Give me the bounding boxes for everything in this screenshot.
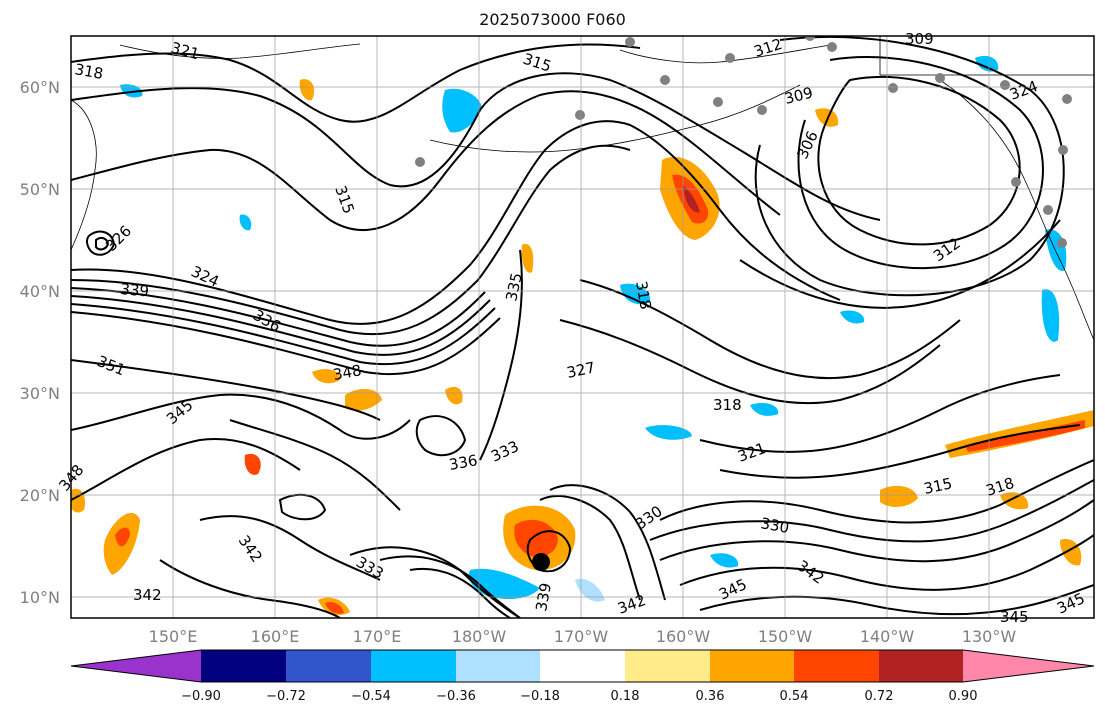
lat-label: 10°N	[20, 588, 60, 607]
lat-labels: 60°N 50°N 40°N 30°N 20°N 10°N	[20, 78, 60, 607]
contour-label: 339	[120, 280, 150, 300]
lon-label: 150°E	[149, 627, 198, 646]
colorbar-segment	[201, 650, 286, 682]
storm-center-marker	[532, 553, 550, 571]
patch-blue-35n	[840, 310, 865, 324]
contour-label: 315	[922, 474, 954, 498]
lon-label: 160°W	[656, 627, 711, 646]
lon-labels: 150°E 160°E 170°E 180°W 170°W 160°W 150°…	[149, 627, 1017, 646]
lon-label: 160°E	[251, 627, 300, 646]
contour-lines	[71, 36, 1094, 618]
lon-label: 150°W	[758, 627, 813, 646]
patch-lightblue-typhoon	[575, 578, 605, 602]
patch-blue-coast-2	[1041, 289, 1060, 342]
contour-label: 327	[565, 358, 597, 382]
colorbar-segment	[710, 650, 794, 682]
coastlines	[71, 36, 1094, 341]
colorbar-segment	[540, 650, 625, 682]
patch-orange-24n	[244, 453, 261, 475]
patch-red-west-1	[115, 527, 130, 547]
patch-orange-33n	[312, 369, 341, 384]
patch-orange-40n-jet	[521, 243, 534, 273]
colorbar-tick-label: 0.90	[949, 689, 978, 704]
lat-label: 40°N	[20, 282, 60, 301]
gridlines	[71, 36, 1094, 618]
colorbar-tick-label: −0.36	[436, 689, 476, 704]
patch-blue-10n	[710, 553, 739, 568]
patch-blue-west-45n	[239, 214, 252, 231]
colorbar-outline	[70, 649, 1095, 683]
patch-blue-alaska-1	[442, 88, 482, 133]
lon-label: 130°W	[962, 627, 1017, 646]
lon-label: 180°W	[452, 627, 507, 646]
lon-label: 170°E	[353, 627, 402, 646]
colorbar-tick-label: −0.72	[266, 689, 306, 704]
colorbar: −0.90 −0.72 −0.54 −0.36 −0.18 0.18 0.36 …	[70, 649, 1095, 704]
patch-blue-alaska-2	[975, 55, 999, 72]
colorbar-segment	[371, 650, 456, 682]
colorbar-extend-low	[71, 650, 201, 682]
contour-label: 318	[713, 396, 742, 414]
contour-label: 309	[905, 30, 934, 48]
patch-orange-30n	[345, 388, 382, 411]
colorbar-tick-label: 0.54	[780, 689, 809, 704]
contour-label: 318	[73, 60, 104, 83]
patch-blue-alaska-3	[299, 79, 315, 101]
colorbar-segment	[794, 650, 879, 682]
patch-blue-west-63n	[120, 84, 143, 98]
colorbar-tick-label: −0.90	[181, 689, 221, 704]
contour-label: 318	[632, 280, 655, 311]
contour-label: 336	[448, 451, 479, 474]
patch-orange-20n	[880, 485, 918, 507]
contour-label: 339	[532, 581, 555, 612]
contour-label: 342	[133, 586, 162, 604]
colorbar-tick-label: 0.36	[696, 689, 725, 704]
patch-blue-25n	[645, 425, 692, 440]
map-frame	[70, 35, 1095, 619]
contour-label: 330	[759, 514, 790, 537]
patch-blue-40n	[620, 283, 651, 305]
patch-orange-lower-right	[1000, 492, 1029, 510]
patch-darkred-50n	[682, 185, 700, 213]
colorbar-tick-label: 0.72	[865, 689, 894, 704]
patch-orange-55n	[815, 108, 839, 127]
colorbar-segment	[286, 650, 371, 682]
colorbar-tick-label: −0.54	[351, 689, 391, 704]
contour-label: 335	[502, 271, 526, 303]
colorbar-segment	[625, 650, 710, 682]
lat-label: 20°N	[20, 486, 60, 505]
colorbar-extend-high	[963, 650, 1094, 682]
patch-blue-27n	[750, 403, 779, 416]
colorbar-tick-label: 0.18	[611, 689, 640, 704]
colorbar-segment	[456, 650, 540, 682]
lat-label: 30°N	[20, 384, 60, 403]
patch-red-typhoon	[514, 519, 558, 558]
lat-label: 50°N	[20, 180, 60, 199]
contour-label: 345	[1000, 608, 1029, 626]
colorbar-tick-label: −0.18	[520, 689, 560, 704]
lat-label: 60°N	[20, 78, 60, 97]
lon-label: 170°W	[554, 627, 609, 646]
lon-label: 140°W	[860, 627, 915, 646]
colorbar-segment	[879, 650, 963, 682]
patch-red-bottom	[325, 602, 344, 614]
map-title: 2025073000 F060	[479, 10, 626, 29]
patch-orange-28n	[445, 386, 463, 405]
contour-label: 348	[332, 361, 363, 384]
